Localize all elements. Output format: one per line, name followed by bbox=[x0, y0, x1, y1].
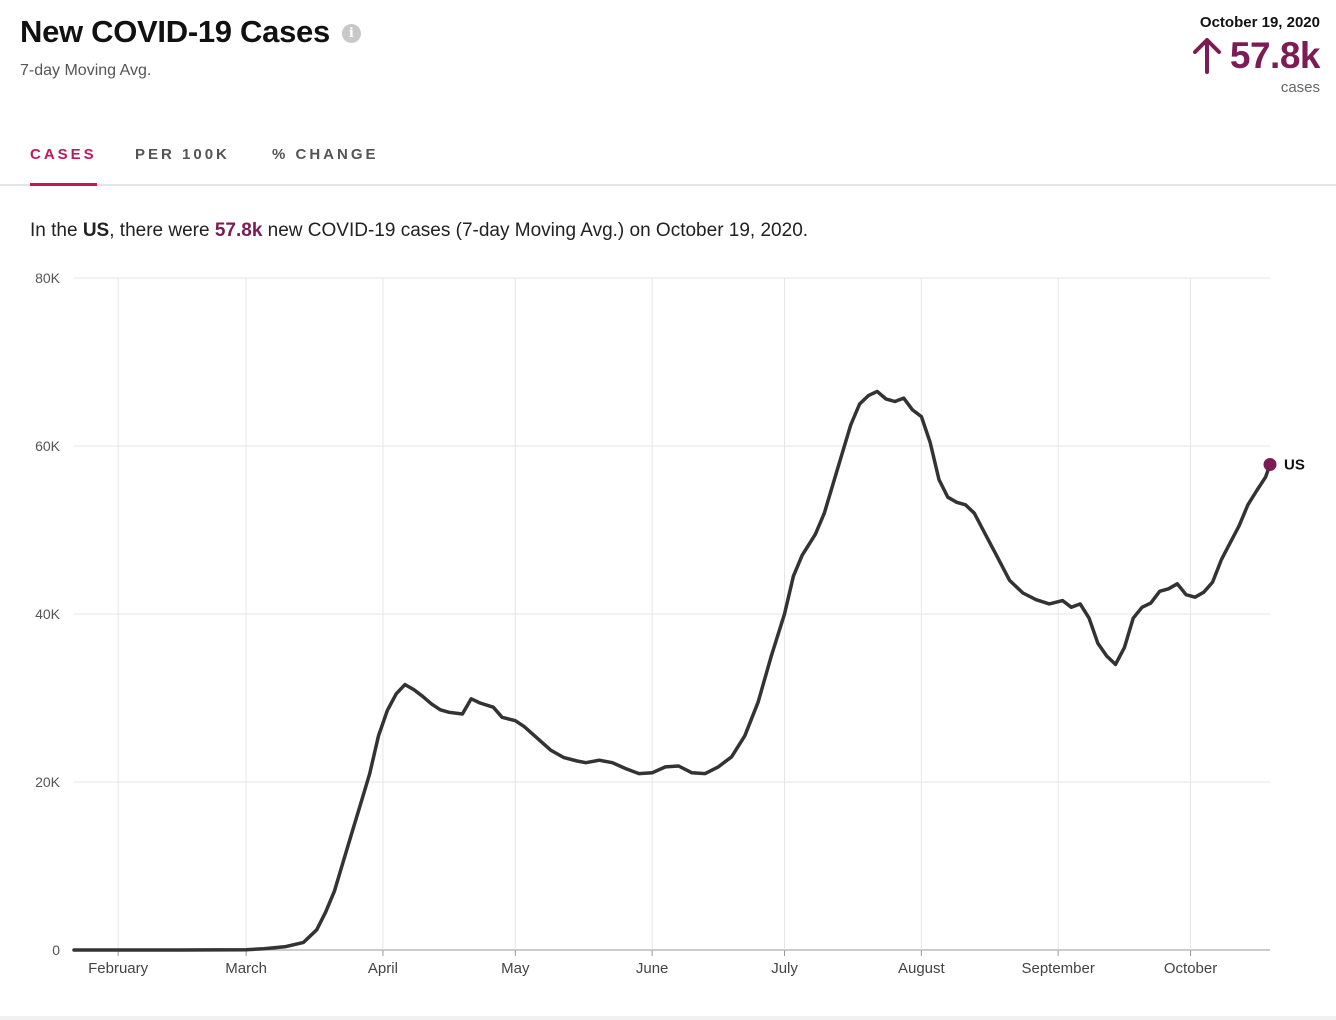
arrow-up-icon bbox=[1192, 38, 1222, 74]
y-tick-label: 0 bbox=[52, 942, 60, 958]
y-tick-label: 80K bbox=[35, 270, 61, 286]
description-suffix: new COVID-19 cases (7-day Moving Avg.) o… bbox=[262, 220, 809, 241]
x-tick-label: October bbox=[1164, 960, 1217, 977]
description-region: US bbox=[82, 220, 110, 241]
tab-percent-change[interactable]: % CHANGE bbox=[272, 146, 379, 163]
x-tick-label: March bbox=[225, 960, 267, 977]
x-tick-label: May bbox=[501, 960, 530, 977]
summary-date: October 19, 2020 bbox=[1199, 14, 1320, 31]
chart-subtitle: 7-day Moving Avg. bbox=[20, 62, 152, 79]
x-tick-label: February bbox=[88, 960, 149, 977]
series-line-us bbox=[72, 389, 1272, 952]
chart-description: In the US, there were 57.8k new COVID-19… bbox=[30, 220, 808, 242]
x-tick-label: April bbox=[368, 960, 398, 977]
x-tick-label: August bbox=[898, 960, 946, 977]
summary-unit: cases bbox=[1280, 79, 1320, 96]
description-value: 57.8k bbox=[214, 220, 263, 241]
y-tick-label: 60K bbox=[35, 438, 61, 454]
chart-header: New COVID-19 Cases i 7-day Moving Avg. bbox=[20, 14, 1320, 80]
title-row: New COVID-19 Cases i bbox=[20, 14, 1320, 50]
tab-cases[interactable]: CASES bbox=[30, 146, 97, 186]
info-icon[interactable]: i bbox=[341, 23, 361, 43]
x-tick-label: June bbox=[636, 960, 669, 977]
chart-title: New COVID-19 Cases bbox=[20, 14, 330, 49]
series-endpoint-us bbox=[1263, 457, 1277, 471]
cases-line-chart: 0 20K 40K 60K 80K February March April May June Ju… bbox=[35, 270, 1305, 977]
x-tick-label: September bbox=[1021, 960, 1094, 977]
description-prefix: In the bbox=[30, 220, 83, 241]
series-label-us: US bbox=[1284, 456, 1305, 473]
footer-divider bbox=[0, 1016, 1336, 1020]
summary-value-row: 57.8k bbox=[1192, 35, 1321, 77]
latest-value-summary: October 19, 2020 57.8k cases bbox=[1192, 14, 1321, 96]
y-tick-label: 20K bbox=[35, 774, 61, 790]
y-tick-label: 40K bbox=[35, 606, 61, 622]
summary-value: 57.8k bbox=[1229, 35, 1321, 76]
tab-per-100k[interactable]: PER 100K bbox=[135, 146, 230, 163]
x-tick-label: July bbox=[771, 960, 798, 977]
metric-tabs: CASES PER 100K % CHANGE bbox=[0, 140, 1336, 186]
description-mid: , there were bbox=[109, 220, 215, 241]
